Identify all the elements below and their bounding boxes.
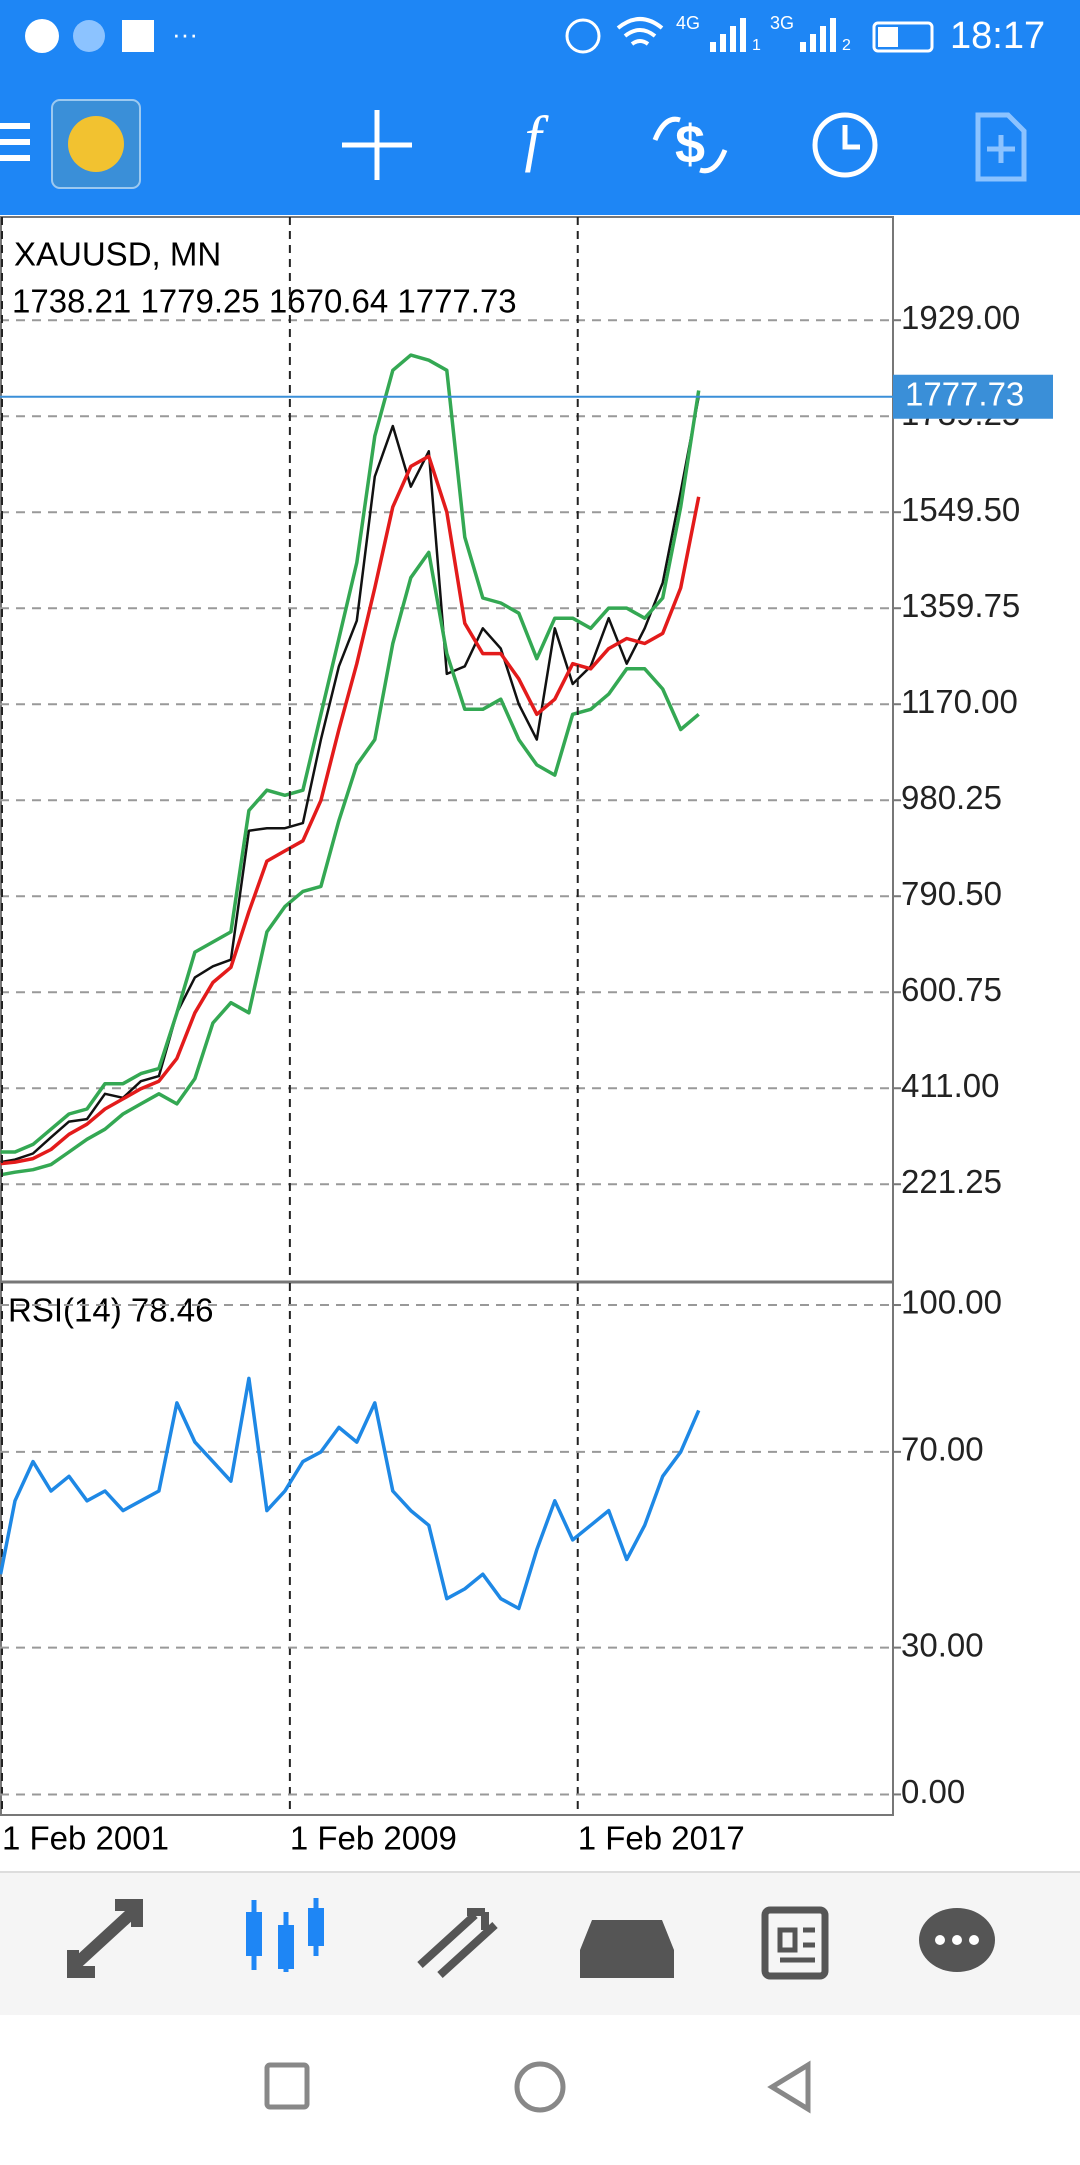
rsi-title: RSI(14) 78.46 [8, 1292, 213, 1329]
news-tab[interactable] [761, 1906, 829, 1980]
y-tick-label: 790.50 [901, 875, 1002, 912]
timeframe-button[interactable] [812, 112, 878, 178]
wifi-icon [616, 17, 664, 46]
y-tick-label: 411.00 [901, 1067, 999, 1104]
trade-button[interactable]: $ [675, 114, 705, 174]
x-tick-label: 1 Feb 2009 [290, 1820, 457, 1857]
app-header [0, 0, 1080, 215]
system-nav [264, 2060, 811, 2114]
clock-hands [842, 125, 860, 150]
crosshair-button[interactable] [342, 110, 412, 180]
y-tick-label: 100.00 [901, 1284, 1002, 1321]
series-line [0, 454, 701, 1166]
y-tick-label: 980.25 [901, 779, 1002, 816]
status-bar: ··· 4G 1 3G 2 18:17 [25, 13, 1045, 57]
y-tick-label: 600.75 [901, 971, 1002, 1008]
logo-coin [68, 116, 124, 172]
chart-area: XAUUSD, MN 1738.21 1779.25 1670.64 1777.… [0, 216, 1053, 1857]
y-tick-label: 1359.75 [901, 587, 1020, 624]
bottom-nav [0, 1872, 1080, 2015]
series-line [0, 1376, 701, 1611]
y-tick-label: 221.25 [901, 1163, 1002, 1200]
last-price-box [893, 374, 1053, 419]
menu-button[interactable] [0, 123, 30, 161]
news-lines [777, 1927, 815, 1963]
chart-frame [0, 216, 894, 1816]
plus [987, 135, 1015, 163]
new-order-button[interactable] [975, 112, 1027, 182]
y-tick-label: 1170.00 [901, 683, 1018, 720]
status-text: 1 [752, 37, 761, 54]
ohlc-text: 1738.21 1779.25 1670.64 1777.73 [12, 283, 517, 320]
status-icon [73, 20, 105, 52]
recents-button[interactable] [264, 2062, 310, 2110]
nfc-icon [565, 18, 601, 54]
y-tick-label: 30.00 [901, 1626, 984, 1663]
status-more: ··· [172, 19, 198, 49]
status-icon [25, 19, 59, 53]
trade-arrows [652, 116, 728, 174]
chart-tab[interactable] [246, 1898, 324, 1972]
signal-icon [710, 18, 746, 52]
quotes-tab[interactable] [67, 1899, 143, 1978]
y-tick-label: 1549.50 [901, 491, 1020, 528]
trade-tab[interactable] [417, 1908, 498, 1978]
status-text: 4G [676, 13, 700, 33]
history-tab[interactable] [580, 1920, 674, 1978]
last-price-label: 1777.73 [905, 375, 1024, 412]
signal-icon [800, 18, 836, 52]
bottom-nav-icons [67, 1898, 995, 1980]
back-button[interactable] [767, 2060, 811, 2114]
status-icon [122, 20, 154, 52]
x-tick-label: 1 Feb 2017 [578, 1820, 745, 1857]
home-button[interactable] [514, 2061, 566, 2113]
series-line [0, 550, 700, 1177]
series-line [0, 353, 701, 1154]
y-tick-label: 0.00 [901, 1773, 965, 1810]
battery-icon [872, 21, 934, 53]
y-tick-label: 70.00 [901, 1431, 984, 1468]
status-text: 3G [770, 13, 794, 33]
status-text: 2 [842, 37, 851, 54]
x-tick-label: 1 Feb 2001 [2, 1820, 169, 1857]
battery-level [878, 27, 898, 47]
chart-title: XAUUSD, MN [14, 236, 221, 273]
status-time: 18:17 [950, 15, 1045, 57]
y-tick-label: 1929.00 [901, 299, 1020, 336]
series-line [0, 396, 700, 1164]
